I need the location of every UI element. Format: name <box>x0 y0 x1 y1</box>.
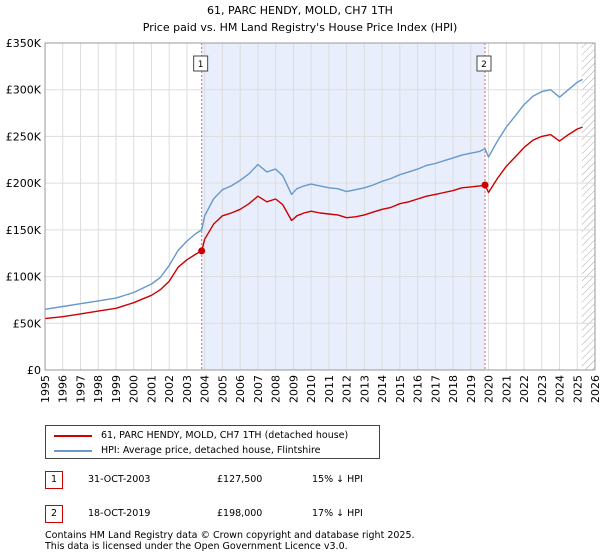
x-tick-label: 1998 <box>92 375 105 403</box>
transaction-row: 1 31-OCT-2003 £127,500 15% ↓ HPI <box>45 468 565 492</box>
x-tick-label: 2021 <box>500 375 513 403</box>
y-tick-label: £250K <box>6 130 42 143</box>
x-tick-label: 2014 <box>376 375 389 403</box>
x-tick-label: 2015 <box>394 375 407 403</box>
legend-swatch-property <box>54 434 92 437</box>
x-tick-label: 1999 <box>110 375 123 403</box>
y-tick-label: £150K <box>6 224 42 237</box>
sale-label-number: 2 <box>481 60 487 70</box>
forecast-hatch <box>581 43 595 370</box>
legend-label-property: 61, PARC HENDY, MOLD, CH7 1TH (detached … <box>101 430 349 441</box>
chart-subtitle: Price paid vs. HM Land Registry's House … <box>143 21 458 34</box>
x-tick-label: 2006 <box>234 375 247 403</box>
sale-point <box>481 181 489 189</box>
ownership-shade <box>201 43 485 370</box>
legend-item-property: 61, PARC HENDY, MOLD, CH7 1TH (detached … <box>54 429 348 443</box>
sale-label-box <box>476 55 492 72</box>
transaction-hpi-delta: 15% ↓ HPI <box>312 474 363 485</box>
x-tick-label: 2008 <box>270 375 283 403</box>
x-tick-label: 2013 <box>358 375 371 403</box>
transaction-date: 31-OCT-2003 <box>88 474 151 485</box>
footer-attribution: Contains HM Land Registry data © Crown c… <box>45 530 415 552</box>
y-tick-label: £300K <box>6 84 42 97</box>
x-tick-label: 2017 <box>429 375 442 403</box>
x-tick-label: 2007 <box>252 375 265 403</box>
x-tick-label: 1995 <box>39 375 52 403</box>
transaction-price: £198,000 <box>217 508 263 519</box>
price-chart: 61, PARC HENDY, MOLD, CH7 1TH Price paid… <box>6 4 600 403</box>
legend-item-hpi: HPI: Average price, detached house, Flin… <box>54 444 321 458</box>
legend-swatch-hpi <box>54 449 92 452</box>
x-tick-label: 1996 <box>57 375 70 403</box>
y-tick-label: £200K <box>6 177 42 190</box>
x-tick-label: 2019 <box>465 375 478 403</box>
legend-label-hpi: HPI: Average price, detached house, Flin… <box>101 445 321 456</box>
hpi-series-line <box>44 78 583 310</box>
transaction-hpi-delta: 17% ↓ HPI <box>312 508 363 519</box>
transaction-date: 18-OCT-2019 <box>88 508 151 519</box>
sale-label-box <box>193 55 209 72</box>
sale-point <box>198 247 206 255</box>
chart-title: 61, PARC HENDY, MOLD, CH7 1TH <box>207 4 393 17</box>
legend: 61, PARC HENDY, MOLD, CH7 1TH (detached … <box>45 425 380 459</box>
x-tick-label: 2026 <box>589 375 600 403</box>
plot-frame <box>44 42 596 371</box>
x-tick-label: 2012 <box>341 375 354 403</box>
x-tick-label: 2005 <box>216 375 229 403</box>
x-tick-label: 2025 <box>571 375 584 403</box>
x-tick-label: 2024 <box>554 375 567 403</box>
transaction-badge: 2 <box>45 505 63 523</box>
x-tick-label: 2020 <box>483 375 496 403</box>
x-tick-label: 2011 <box>323 375 336 403</box>
x-tick-label: 2010 <box>305 375 318 403</box>
transaction-badge: 1 <box>45 471 63 489</box>
y-tick-label: £50K <box>13 317 42 330</box>
x-tick-label: 2022 <box>518 375 531 403</box>
y-tick-label: £0 <box>27 364 41 377</box>
x-tick-label: 2001 <box>145 375 158 403</box>
x-tick-label: 1997 <box>74 375 87 403</box>
x-tick-label: 2023 <box>536 375 549 403</box>
transaction-price: £127,500 <box>217 474 263 485</box>
x-tick-label: 2000 <box>128 375 141 403</box>
x-tick-label: 2002 <box>163 375 176 403</box>
property-series-line <box>44 126 583 320</box>
x-tick-label: 2009 <box>287 375 300 403</box>
y-tick-label: £350K <box>6 37 42 50</box>
transaction-row: 2 18-OCT-2019 £198,000 17% ↓ HPI <box>45 502 565 526</box>
x-tick-label: 2004 <box>199 375 212 403</box>
x-tick-label: 2018 <box>447 375 460 403</box>
y-tick-label: £100K <box>6 271 42 284</box>
x-tick-label: 2003 <box>181 375 194 403</box>
sale-label-number: 1 <box>198 60 204 70</box>
x-tick-label: 2016 <box>412 375 425 403</box>
